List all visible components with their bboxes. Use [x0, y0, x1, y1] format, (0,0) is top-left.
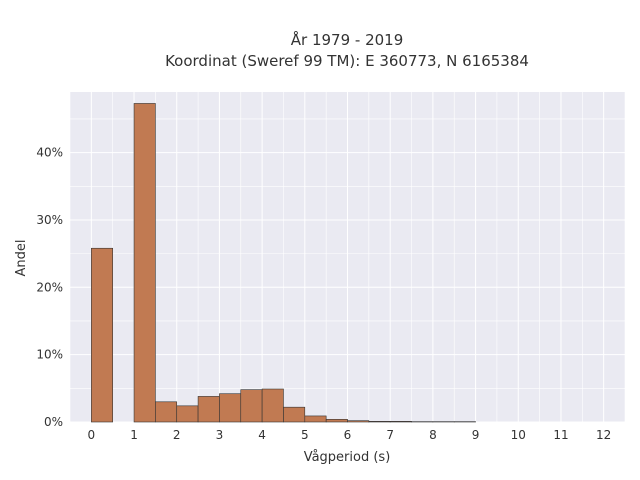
histogram-bar [197, 396, 220, 423]
y-tick-label: 30% [36, 213, 63, 227]
y-axis-label: Andel [14, 240, 29, 277]
histogram-bar [283, 406, 306, 423]
histogram-bar [304, 415, 327, 423]
chart-title-line-2: Koordinat (Sweref 99 TM): E 360773, N 61… [165, 52, 529, 70]
x-tick-label: 11 [553, 428, 568, 442]
x-tick-label: 7 [386, 428, 394, 442]
histogram-bar [261, 388, 284, 423]
x-tick-label: 1 [130, 428, 138, 442]
y-tick-label: 0% [44, 415, 63, 429]
x-tick-label: 2 [173, 428, 181, 442]
x-tick-label: 4 [258, 428, 266, 442]
y-tick-label: 40% [36, 146, 63, 160]
histogram-bar [347, 420, 370, 423]
y-tick-label: 20% [36, 280, 63, 294]
histogram-bar [133, 103, 156, 423]
histogram-bar [389, 421, 412, 423]
x-tick-label: 3 [216, 428, 224, 442]
x-tick-label: 8 [429, 428, 437, 442]
x-tick-label: 6 [344, 428, 352, 442]
histogram-bar [368, 421, 391, 423]
y-tick-label: 10% [36, 348, 63, 362]
x-tick-label: 0 [88, 428, 96, 442]
x-tick-label: 9 [472, 428, 480, 442]
x-tick-label: 12 [596, 428, 611, 442]
histogram-bar [155, 401, 178, 423]
histogram-bar [240, 389, 263, 423]
x-axis-label: Vågperiod (s) [304, 450, 391, 465]
chart-title-line-1: År 1979 - 2019 [291, 30, 404, 49]
x-tick-label: 10 [511, 428, 526, 442]
histogram-bar [219, 393, 242, 423]
histogram-bar [91, 247, 113, 423]
x-tick-label: 5 [301, 428, 309, 442]
plot-area: 0 1 2 3 4 5 6 7 8 9 10 11 120%10%20%30%40% [36, 92, 626, 442]
histogram-bar [325, 419, 348, 423]
histogram-bar [176, 405, 199, 423]
